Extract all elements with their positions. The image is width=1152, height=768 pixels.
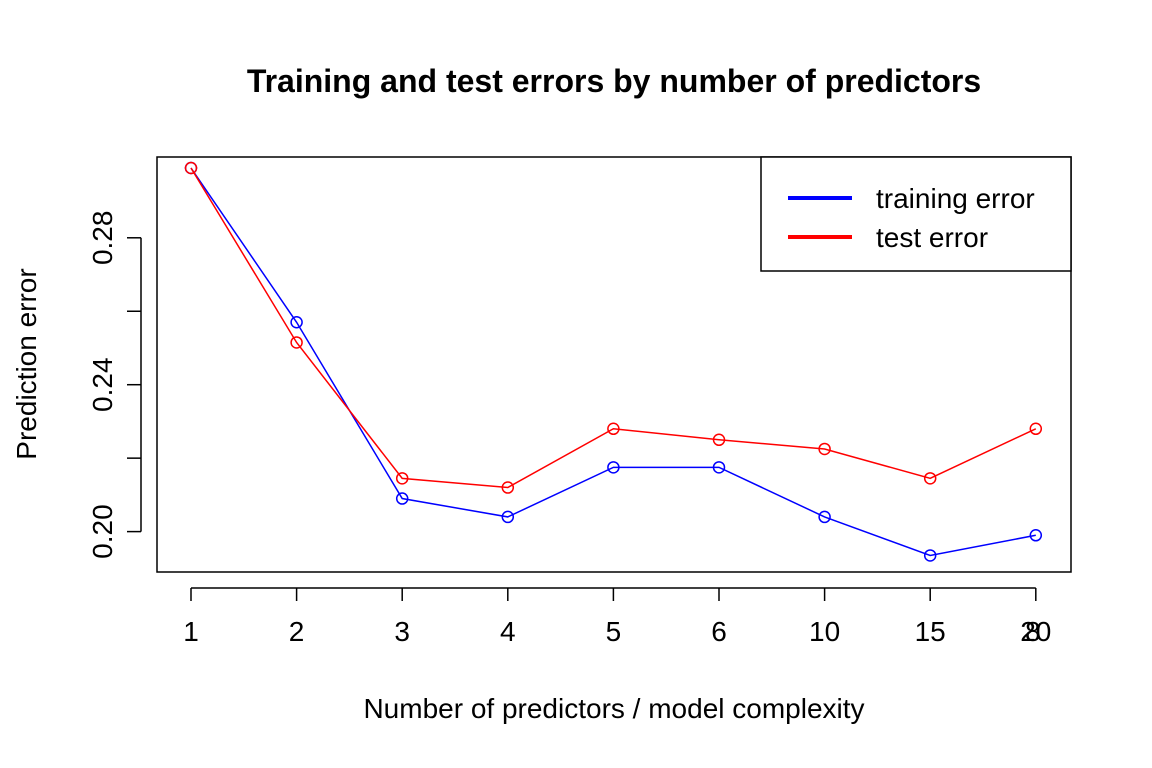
data-point [923,472,937,485]
series-line-test-error [190,167,1037,489]
x-tick-label: 2 [289,616,305,647]
x-tick-label: 10 [809,616,840,647]
x-axis: 1 2 3 4 5 6 10 15 208 [183,587,1051,647]
x-tick-label: 15 [915,616,946,647]
data-point [712,461,726,474]
y-tick-label: 0.20 [87,504,118,559]
data-point [501,481,515,494]
plot-frame [156,156,1072,573]
x-tick-label: 1 [183,616,199,647]
y-tick-label: 0.28 [87,211,118,265]
data-point [290,336,303,349]
y-tick-label: 0.24 [87,357,118,412]
chart-title: Training and test errors by number of pr… [247,63,981,99]
y-axis: 0.20 0.24 0.28 [87,211,142,559]
x-tick-label: 4 [500,616,516,647]
data-point [501,510,515,524]
legend-box [760,156,1072,272]
legend-label-training-error: training error [876,183,1035,214]
series-layer [184,161,1043,562]
data-point [184,161,198,175]
data-point [818,442,831,456]
data-point [395,472,409,485]
data-point [712,433,726,447]
x-tick-label: 3 [394,616,410,647]
series-line-training-error [190,167,1036,557]
series-test-error [184,161,1043,494]
x-tick-label: 5 [606,616,622,647]
x-tick-label-overlap: 8 [1025,616,1041,647]
data-point [607,422,620,436]
data-point [607,461,620,474]
data-point [1029,529,1043,542]
data-point [923,549,937,562]
x-axis-label: Number of predictors / model complexity [363,693,864,724]
data-point [818,510,831,524]
data-point [290,316,303,329]
x-tick-label: 20 [1020,616,1051,647]
legend: training error test error [760,156,1072,272]
data-point [1029,422,1043,436]
x-tick-label: 6 [711,616,727,647]
y-axis-label: Prediction error [11,268,42,459]
data-point [395,492,409,505]
legend-label-test-error: test error [876,222,988,253]
